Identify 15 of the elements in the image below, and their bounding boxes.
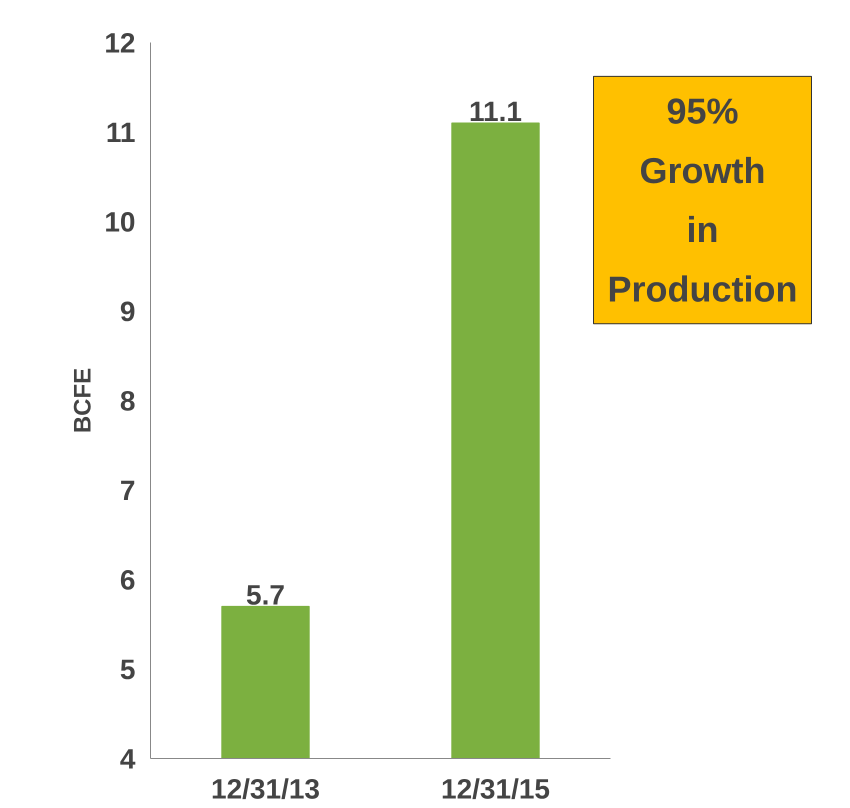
y-tick-label: 5 <box>120 654 136 685</box>
x-tick-label: 12/31/15 <box>441 774 550 804</box>
x-tick-label: 12/31/13 <box>211 774 320 804</box>
y-tick-label: 10 <box>104 206 136 238</box>
y-tick-label: 12 <box>104 28 136 58</box>
y-axis-title: BCFE <box>69 368 96 434</box>
data-label: 11.1 <box>469 96 522 128</box>
y-tick-label: 9 <box>120 296 136 327</box>
y-tick-label: 11 <box>106 117 136 148</box>
y-tick-label: 7 <box>120 475 136 506</box>
y-tick-label: 8 <box>120 386 136 416</box>
y-tick-label: 6 <box>120 564 136 596</box>
y-tick-label: 4 <box>120 744 136 774</box>
data-label: 5.7 <box>246 579 285 610</box>
annotation: 95% Growth in Production <box>608 90 798 310</box>
